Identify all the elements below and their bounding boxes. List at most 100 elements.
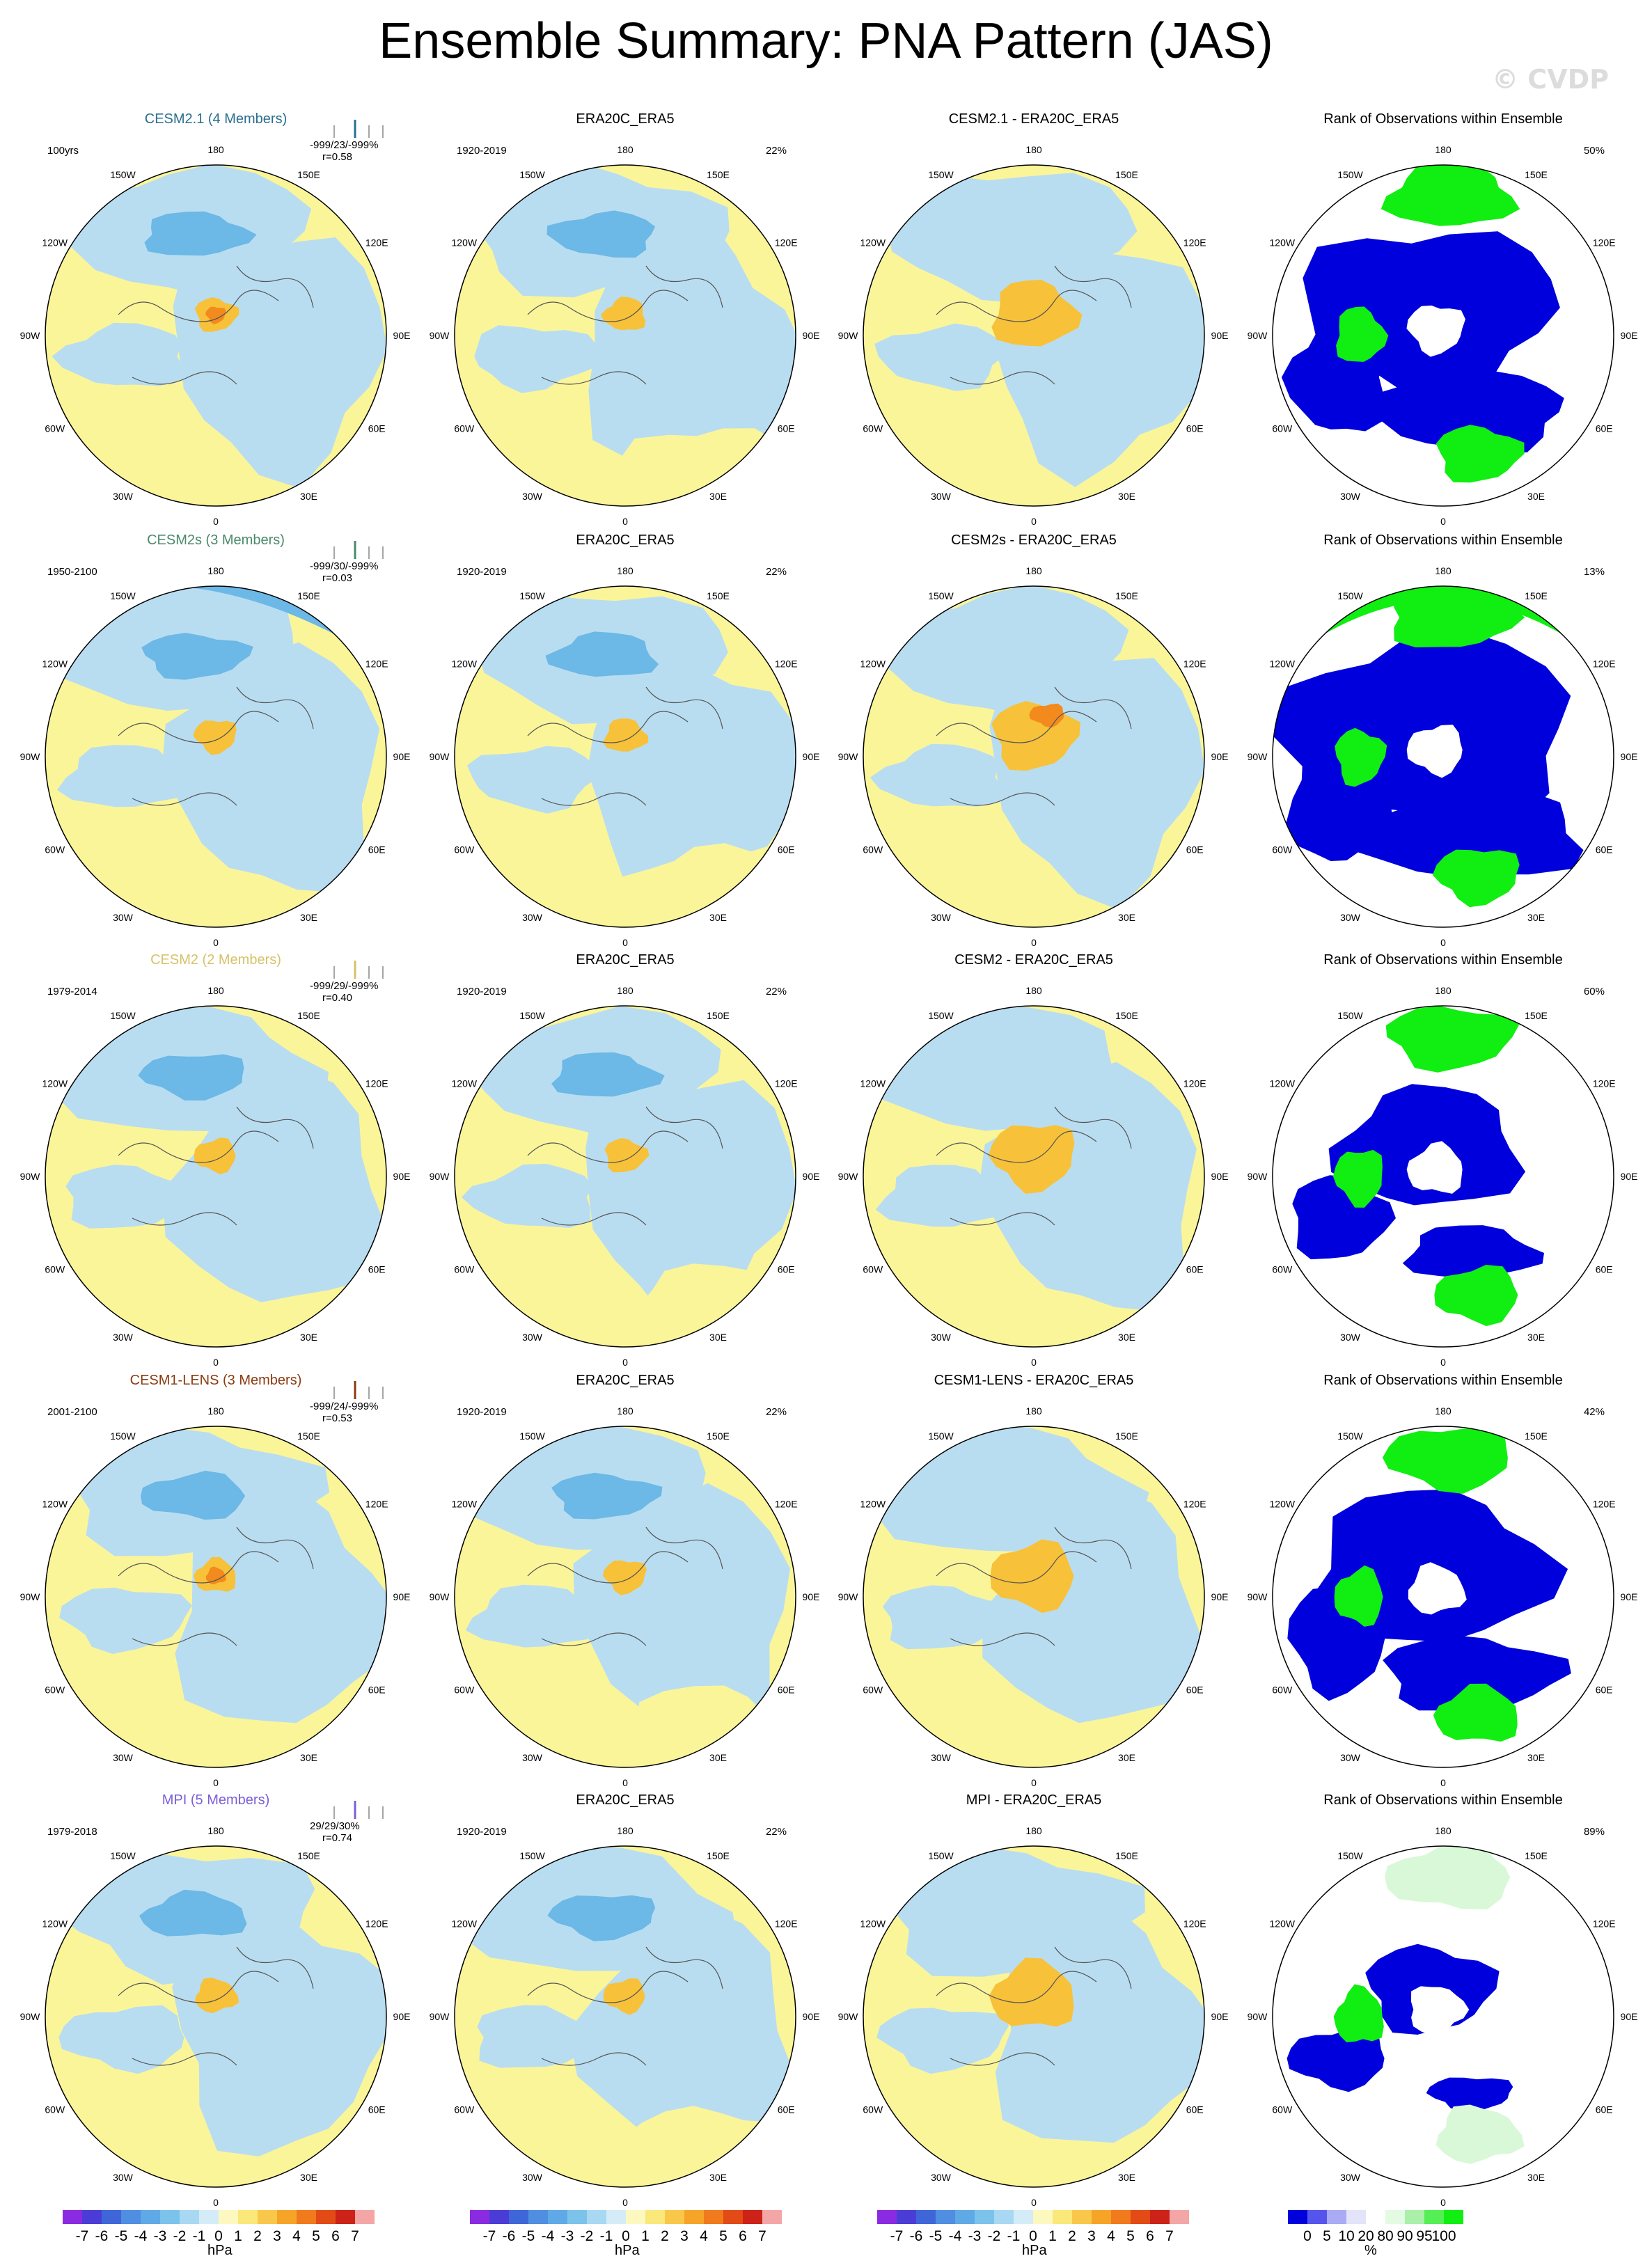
rank-lon-label: 90W — [1248, 1591, 1268, 1602]
model-polar-map: 180 150E 120E 90E 60E 30E 0 30W 60W 90W 120W 150W — [20, 1825, 411, 2208]
obs-lon-label: 30E — [709, 912, 727, 923]
diff-lon-label: 180 — [1025, 565, 1042, 576]
rank-lon-label: 180 — [1435, 1825, 1452, 1836]
hpa-colorbar: -7 -6 -5 -4 -3 -2 -1 0 1 2 3 4 5 6 7 — [470, 2210, 782, 2244]
rank-lon-label: 30E — [1527, 491, 1545, 502]
hpa-colorbar-swatch — [606, 2210, 626, 2224]
diff-lon-label: 30W — [931, 1332, 952, 1343]
pattern-stats: -999/30/-999% r=0.03 — [310, 560, 378, 584]
model-lon-label: 120E — [365, 1499, 388, 1510]
rank-lon-label: 60W — [1272, 844, 1293, 855]
model-polar-map: 180 150E 120E 90E 60E 30E 0 30W 60W 90W 120W 150W — [20, 1405, 411, 1788]
obs-polar-map: 180 150E 120E 90E 60E 30E 0 30W 60W 90W 120W 150W — [430, 1825, 820, 2208]
diff-title: CESM1-LENS - ERA20C_ERA5 — [934, 1373, 1134, 1388]
hpa-colorbar-swatch — [626, 2210, 645, 2224]
negative-anomaly-fill — [467, 746, 598, 814]
obs-lon-label: 90E — [803, 330, 820, 341]
obs-lon-label: 180 — [617, 144, 634, 155]
rank-lon-label: 30W — [1340, 1752, 1361, 1763]
coastline — [936, 1946, 1132, 2066]
model-lon-label: 90E — [393, 1591, 411, 1602]
coastline — [527, 1946, 723, 2066]
model-panel: CESM2.1 (4 Members) 100yrs -999/23/-999% r=… — [20, 111, 411, 529]
figure-title: Ensemble Summary: PNA Pattern (JAS) — [379, 13, 1273, 69]
model-lon-label: 150E — [297, 1010, 320, 1021]
obs-lon-label: 0 — [622, 516, 628, 527]
obs-lon-label: 0 — [622, 2197, 628, 2208]
rank-lon-label: 150W — [1337, 169, 1363, 180]
obs-lon-label: 180 — [617, 1825, 634, 1836]
positive-anomaly-peak — [205, 306, 226, 324]
diff-lon-label: 120E — [1183, 1918, 1206, 1930]
spread-ticks — [333, 961, 384, 979]
diff-lon-label: 30E — [1118, 2172, 1135, 2183]
hpa-colorbar-units: hPa — [207, 2243, 233, 2258]
obs-years: 1920-2019 — [457, 1826, 507, 1838]
model-lon-label: 180 — [207, 144, 224, 155]
rank-high-region — [1435, 2104, 1525, 2164]
hpa-colorbar-label: -6 — [910, 2228, 923, 2244]
hpa-colorbar-swatch — [994, 2210, 1014, 2224]
stats-correlation: r=0.74 — [322, 1832, 352, 1844]
positive-anomaly-core — [602, 1560, 647, 1595]
rank-colorbar-swatch — [1424, 2210, 1444, 2224]
hpa-colorbar-label: -7 — [890, 2228, 904, 2244]
model-panel: MPI (5 Members) 1979-2018 29/29/30% r=0.74 1… — [20, 1792, 411, 2210]
obs-panel: ERA20C_ERA5 1920-2019 22% 180 150E 120E 90E 60E… — [430, 952, 820, 1370]
rank-lon-label: 60E — [1596, 844, 1613, 855]
diff-lon-label: 120W — [860, 1918, 886, 1930]
model-lon-label: 60W — [45, 1264, 65, 1275]
hpa-colorbar-label: 5 — [719, 2228, 727, 2244]
negative-anomaly-core — [547, 1895, 656, 1941]
hpa-colorbar-label: 6 — [739, 2228, 747, 2244]
obs-lon-label: 150W — [519, 169, 545, 180]
model-lon-label: 150E — [297, 590, 320, 601]
model-years: 1979-2014 — [47, 986, 97, 998]
obs-lon-label: 60W — [454, 1264, 475, 1275]
hpa-colorbar-swatch — [141, 2210, 160, 2224]
model-lon-label: 150W — [110, 1850, 136, 1861]
negative-anomaly-fill — [474, 325, 600, 393]
diff-lon-label: 60E — [1186, 1685, 1204, 1696]
negative-anomaly-core — [551, 1472, 663, 1520]
diff-panel: CESM2 - ERA20C_ERA5 180 150E 120E 90E 60E 30E 0… — [838, 952, 1229, 1370]
positive-anomaly-core — [989, 1957, 1074, 2027]
model-lon-label: 60E — [368, 423, 386, 434]
obs-lon-label: 60E — [778, 1264, 795, 1275]
rank-lon-label: 150W — [1337, 1850, 1363, 1861]
diff-lon-label: 150E — [1115, 1850, 1138, 1861]
diff-title: MPI - ERA20C_ERA5 — [966, 1792, 1102, 1808]
diff-lon-label: 0 — [1031, 937, 1037, 948]
obs-lon-label: 0 — [622, 1777, 628, 1788]
obs-lon-label: 90E — [803, 2011, 820, 2022]
diff-lon-label: 0 — [1031, 2197, 1037, 2208]
hpa-colorbar-swatch — [645, 2210, 665, 2224]
obs-lon-label: 150W — [519, 1850, 545, 1861]
rank-lon-label: 0 — [1440, 1357, 1446, 1368]
model-polar-map: 180 150E 120E 90E 60E 30E 0 30W 60W 90W 120W 150W — [20, 144, 411, 527]
obs-lon-label: 90W — [430, 751, 450, 762]
diff-lon-label: 180 — [1025, 144, 1042, 155]
hpa-colorbar-swatch — [1131, 2210, 1150, 2224]
rank-polar-map: 180 150E 120E 90E 60E 30E 0 30W 60W 90W 120W 150W — [1248, 985, 1638, 1368]
rank-colorbar-label: 5 — [1323, 2228, 1331, 2244]
stats-percent: -999/24/-999% — [310, 1401, 379, 1412]
model-lon-label: 120W — [42, 659, 68, 670]
negative-anomaly-fill — [52, 322, 184, 386]
negative-anomaly-fill — [585, 1080, 796, 1328]
rank-lon-label: 150E — [1525, 1010, 1548, 1021]
model-lon-label: 0 — [213, 1357, 219, 1368]
diff-lon-label: 90W — [838, 751, 859, 762]
rank-lon-label: 150W — [1337, 590, 1363, 601]
hpa-colorbar-label: -4 — [949, 2228, 962, 2244]
negative-anomaly-core — [546, 210, 656, 258]
negative-anomaly-fill — [65, 1165, 199, 1229]
diff-lon-label: 60E — [1186, 2104, 1204, 2115]
negative-anomaly-core — [139, 1889, 247, 1937]
obs-polar-map: 180 150E 120E 90E 60E 30E 0 30W 60W 90W 120W 150W — [430, 565, 820, 948]
obs-percent: 22% — [765, 566, 787, 578]
hpa-colorbar-swatch — [277, 2210, 297, 2224]
diff-lon-label: 90W — [838, 2011, 859, 2022]
coastline — [118, 1106, 314, 1226]
diff-polar-map: 180 150E 120E 90E 60E 30E 0 30W 60W 90W 120W 150W — [838, 565, 1229, 948]
